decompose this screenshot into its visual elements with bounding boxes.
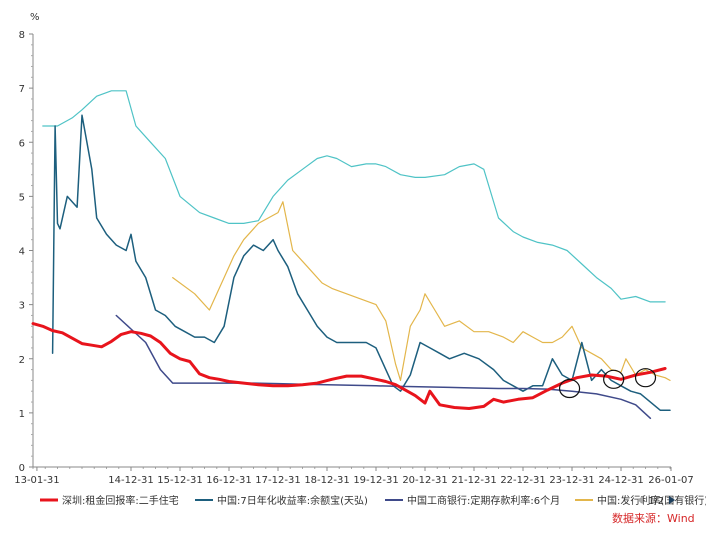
- series-line-0: [31, 322, 667, 410]
- x-tick-label: 15-12-31: [157, 475, 202, 486]
- y-tick-label: 6: [19, 138, 25, 149]
- series-line-2: [115, 314, 652, 420]
- series-layer: [31, 90, 671, 420]
- legend-page-indicator: 1/2: [648, 496, 664, 507]
- series-line-4: [42, 90, 666, 303]
- y-tick-label: 8: [19, 30, 25, 41]
- y-tick-label: 0: [19, 463, 25, 474]
- y-tick-label: 5: [19, 192, 25, 203]
- legend-prev-page-icon[interactable]: [637, 496, 643, 504]
- legend-next-page-icon[interactable]: [669, 496, 675, 504]
- x-tick-label: 22-12-31: [500, 475, 545, 486]
- annotation-circle-1: [603, 369, 625, 389]
- annotation-circle-0: [558, 378, 581, 399]
- y-tick-label: 4: [19, 247, 25, 258]
- x-tick-label: 16-12-31: [206, 475, 251, 486]
- y-tick-label: 7: [19, 84, 25, 95]
- legend-label-1: 中国:7日年化收益率:余额宝(天弘): [217, 494, 368, 507]
- annotation-circle-2: [634, 368, 657, 388]
- y-axis-unit-label: %: [30, 12, 40, 23]
- x-tick-label: 14-12-31: [108, 475, 153, 486]
- series-line-3: [172, 201, 671, 381]
- y-tick-label: 2: [19, 355, 25, 366]
- x-tick-label: 23-12-31: [549, 475, 594, 486]
- legend-label-3: 中国:发行利率(国有银行): [597, 494, 706, 507]
- x-tick-label: 13-01-31: [14, 475, 59, 486]
- x-tick-label: 19-12-31: [353, 475, 398, 486]
- y-tick-label: 3: [19, 301, 25, 312]
- x-tick-label: 18-12-31: [304, 475, 349, 486]
- legend: 深圳:租金回报率:二手住宅 中国:7日年化收益率:余额宝(天弘) 中国工商银行:定期…: [40, 494, 706, 507]
- x-tick-label: 21-12-31: [451, 475, 496, 486]
- y-tick-label: 1: [19, 409, 25, 420]
- x-tick-label: 17-12-31: [255, 475, 300, 486]
- data-source-label: 数据来源：Wind: [612, 511, 695, 525]
- legend-label-0: 深圳:租金回报率:二手住宅: [62, 494, 179, 507]
- x-tick-label: 26-01-07: [648, 475, 693, 486]
- series-line-1: [51, 114, 671, 411]
- annotation-layer: [558, 368, 657, 399]
- axis-layer: % 0 1 2 3 4 5 6 7 8 13-01-31 14-12-31 15-12-31 16-12…: [14, 12, 693, 486]
- x-tick-label: 24-12-31: [598, 475, 643, 486]
- x-tick-label: 20-12-31: [402, 475, 447, 486]
- legend-label-2: 中国工商银行:定期存款利率:6个月: [407, 494, 560, 507]
